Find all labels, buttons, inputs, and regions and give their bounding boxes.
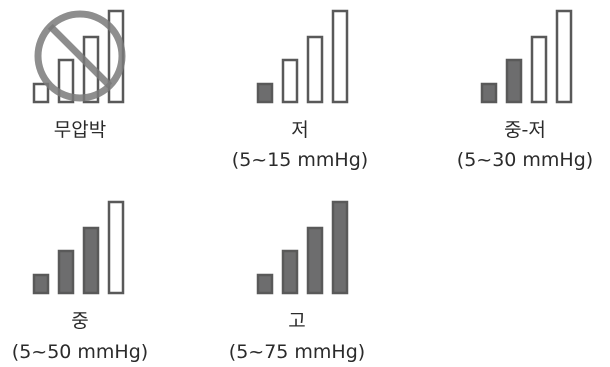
bar-filled <box>283 251 297 293</box>
level-range: (5~75 mmHg) <box>217 343 377 362</box>
level-name: 고 <box>257 312 337 331</box>
bar-filled <box>258 275 272 293</box>
bar-filled <box>333 202 347 293</box>
bar-filled <box>308 228 322 293</box>
